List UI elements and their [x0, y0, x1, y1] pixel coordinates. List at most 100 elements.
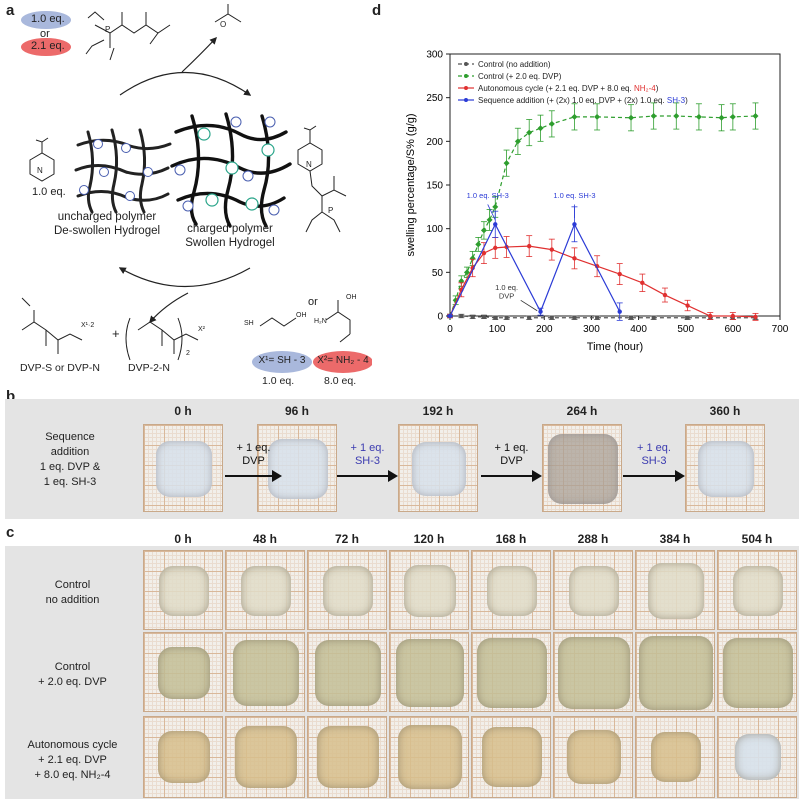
- dvp-s-structure: [21, 297, 83, 354]
- data-point: [718, 114, 725, 121]
- uncharged-label: uncharged polymer De-swollen Hydrogel: [32, 210, 182, 238]
- charged-network: [170, 112, 292, 228]
- hydrogel: [567, 730, 621, 784]
- data-point: [526, 129, 533, 136]
- product-arrow: [149, 292, 189, 324]
- sequence-row-label: Sequence addition 1 eq. DVP & 1 eq. SH-3: [10, 430, 130, 490]
- hydrogel: [648, 563, 704, 619]
- hydrogel: [158, 647, 210, 699]
- reaction-scheme: [21, 4, 372, 373]
- data-point: [527, 315, 532, 320]
- legend-entry: Control (no addition): [478, 60, 551, 69]
- panel-b-step-label: + 1 eq. SH-3: [350, 442, 385, 467]
- data-point: [640, 280, 645, 286]
- gel-photo: [471, 716, 551, 798]
- data-point: [481, 250, 487, 256]
- data-point: [549, 315, 554, 320]
- data-point: [708, 313, 713, 319]
- panel-c-time: 120 h: [413, 532, 445, 546]
- hydrogel: [651, 732, 701, 782]
- hydrogel: [233, 640, 299, 706]
- hydrogel: [723, 638, 793, 708]
- n-atom-left: N: [37, 166, 43, 175]
- panel-label-a: a: [6, 2, 15, 19]
- reagent-or: or: [40, 28, 50, 40]
- panel-c-row-label: Autonomous cycle + 2.1 eq. DVP + 8.0 eq. N…: [27, 739, 118, 781]
- panel-b-step-label: + 1 eq. SH-3: [637, 442, 671, 467]
- gel-photo: [307, 550, 387, 630]
- x12-superscript: X¹·2: [81, 322, 95, 329]
- panel-b-step-label: + 1 eq. DVP: [494, 442, 529, 467]
- y-tick-label: 50: [432, 268, 444, 279]
- data-point: [459, 314, 464, 318]
- gel-photo: [635, 632, 715, 712]
- panel-c-time: 504 h: [741, 532, 773, 546]
- uncharged-line1: uncharged polymer: [57, 211, 157, 223]
- h2n-group: H₂N: [314, 318, 327, 325]
- gel-photo: [398, 424, 478, 512]
- hydrogel: [159, 566, 209, 616]
- x1-label: X¹= SH - 3: [258, 355, 306, 366]
- hydrogel: [558, 637, 630, 709]
- panel-b-time: 192 h: [422, 404, 454, 418]
- gel-photo: [553, 550, 633, 630]
- data-point: [538, 309, 543, 314]
- data-point: [481, 314, 486, 319]
- plot-frame: [449, 53, 781, 317]
- x-tick-label: 500: [677, 324, 694, 335]
- data-point: [492, 203, 499, 210]
- x-tick-label: 600: [725, 324, 742, 335]
- gel-photo: [143, 632, 223, 712]
- gel-photo: [307, 632, 387, 712]
- hydrogel: [698, 441, 754, 497]
- x-axis-label: Time (hour): [587, 341, 643, 353]
- sh-group: SH: [244, 320, 254, 327]
- panel-b-time: 96 h: [284, 404, 309, 418]
- release-arrow: [181, 36, 217, 73]
- panel-b-arrow: [481, 470, 542, 482]
- hydrogel: [548, 434, 618, 504]
- chart-annotation: DVP: [499, 292, 514, 301]
- data-point: [595, 315, 600, 320]
- series-line: [449, 115, 756, 317]
- hydrogel: [569, 566, 619, 616]
- amine-structure: [325, 300, 351, 343]
- swelling-chart: 0 100 200 300 400 500 600 700 0 50 100 150 200 250 300…: [405, 50, 789, 354]
- p-atom-top: P: [105, 25, 111, 34]
- hydrogel: [735, 734, 781, 780]
- panel-b-arrow: [337, 470, 398, 482]
- dvp-2n-structure: [125, 317, 199, 361]
- legend-entry: Control (+ 2.0 eq. DVP): [478, 72, 562, 81]
- gel-photo: [553, 716, 633, 798]
- chart-annotation: 1.0 eq. SH-3: [553, 191, 595, 200]
- gel-photo: [635, 716, 715, 798]
- panel-label-d: d: [372, 2, 382, 19]
- panel-b-time: 360 h: [709, 404, 741, 418]
- y-tick-label: 0: [437, 312, 443, 323]
- sub-2: 2: [186, 350, 190, 357]
- amine-oval: [313, 351, 372, 373]
- data-point: [463, 269, 470, 276]
- panel-b-step-label: + 1 eq. DVP: [236, 442, 271, 467]
- gel-photo: [717, 632, 797, 712]
- hydrogel: [235, 726, 297, 788]
- data-point: [527, 243, 532, 249]
- data-point: [493, 222, 498, 227]
- legend-marker: [464, 98, 468, 102]
- y-tick-label: 100: [426, 224, 443, 235]
- data-point: [549, 247, 555, 252]
- gel-photo: [553, 632, 633, 712]
- panel-c-time: 384 h: [659, 532, 691, 546]
- hydrogel: [323, 566, 373, 616]
- series-3: [447, 206, 623, 321]
- x-tick-label: 700: [772, 324, 789, 335]
- annotation-arrow: [487, 204, 496, 221]
- data-point: [475, 241, 482, 248]
- o-atom-top: O: [220, 20, 227, 29]
- hydrogel: [156, 441, 212, 497]
- data-point: [486, 216, 493, 223]
- panel-b-arrow: [225, 470, 282, 482]
- n-atom-right: N: [306, 160, 312, 169]
- data-point: [752, 113, 759, 120]
- gel-photo: [717, 716, 797, 798]
